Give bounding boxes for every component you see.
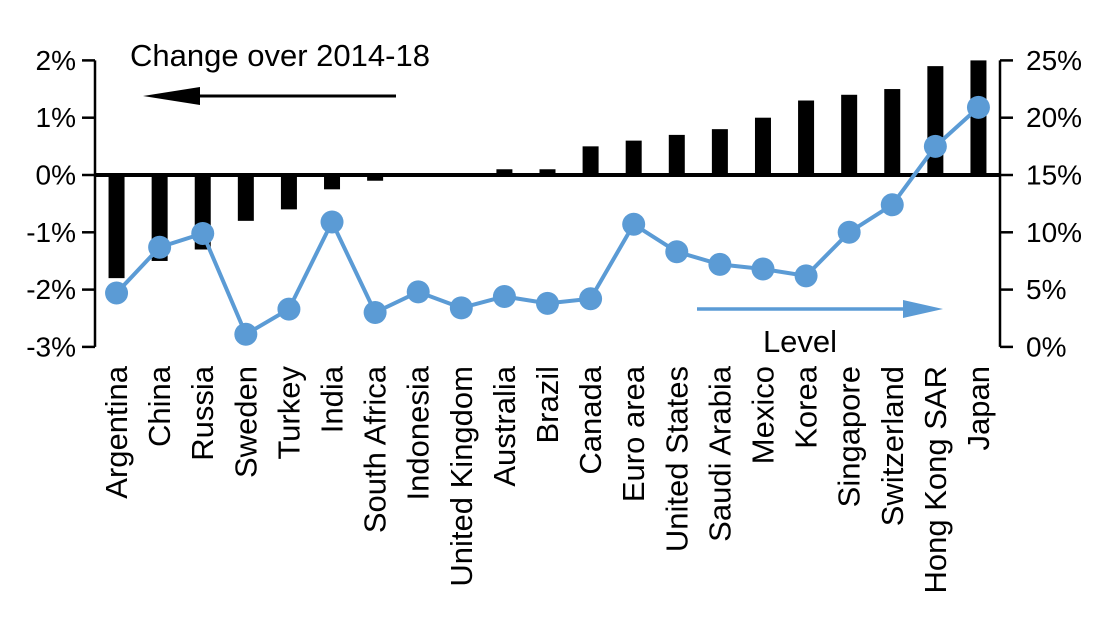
- level-marker: [449, 296, 473, 320]
- right-axis-tick-label: 15%: [1026, 160, 1082, 191]
- left-axis-tick-label: 2%: [36, 45, 76, 76]
- category-label: Hong Kong SAR: [918, 366, 953, 593]
- level-marker: [751, 257, 775, 281]
- bar: [280, 175, 297, 210]
- bar: [841, 94, 858, 175]
- bar: [754, 117, 771, 175]
- level-marker: [148, 235, 172, 259]
- bar: [324, 175, 341, 190]
- level-marker: [579, 287, 603, 311]
- bar: [237, 175, 254, 221]
- bar-series: [108, 60, 987, 279]
- left-axis-tick-label: 0%: [36, 160, 76, 191]
- level-marker: [492, 284, 516, 308]
- left-axis-tick-label: -2%: [26, 274, 76, 305]
- annotation-change-label: Change over 2014-18: [130, 38, 430, 73]
- bar: [668, 134, 685, 175]
- category-label: United Kingdom: [444, 366, 479, 587]
- category-label: Argentina: [99, 365, 134, 498]
- category-label: Brazil: [530, 366, 565, 444]
- right-axis-tick-label: 0%: [1026, 331, 1066, 362]
- right-axis-tick-label: 25%: [1026, 45, 1082, 76]
- level-marker: [665, 240, 689, 264]
- bar: [711, 129, 728, 175]
- bar: [582, 146, 599, 175]
- category-label: China: [142, 365, 177, 447]
- level-marker: [105, 281, 129, 305]
- bar: [367, 175, 384, 181]
- category-label: Korea: [789, 365, 824, 448]
- bar: [625, 140, 642, 175]
- line-series: [105, 95, 990, 346]
- right-axis-tick-label: 5%: [1026, 274, 1066, 305]
- level-marker: [363, 301, 387, 325]
- level-marker: [880, 193, 904, 217]
- bar: [884, 89, 901, 175]
- left-axis-tick-label: -3%: [26, 331, 76, 362]
- level-marker: [277, 297, 301, 321]
- level-marker: [794, 264, 818, 288]
- level-marker: [923, 134, 947, 158]
- category-label: Australia: [487, 365, 522, 486]
- right-axis-tick-label: 20%: [1026, 102, 1082, 133]
- left-arrow-icon: [143, 87, 396, 105]
- labels-layer: 2% 1% 0% -1% -2% -3% 25% 20% 15% 10% 5% 0% Argentina…: [26, 45, 1082, 594]
- bar: [927, 66, 944, 175]
- category-label: Japan: [961, 366, 996, 450]
- level-marker: [234, 322, 258, 346]
- annotation-level-label: Level: [763, 324, 837, 359]
- level-marker: [837, 220, 861, 244]
- category-label: Saudi Arabia: [702, 365, 737, 542]
- bar: [496, 169, 513, 175]
- level-marker: [191, 221, 215, 245]
- category-label: Switzerland: [875, 366, 910, 526]
- bar: [539, 169, 556, 175]
- category-label: Euro area: [616, 365, 651, 502]
- category-label: Russia: [185, 365, 220, 461]
- level-marker: [622, 212, 646, 236]
- bar: [108, 175, 125, 279]
- category-label: Indonesia: [401, 365, 436, 500]
- category-label: Mexico: [745, 366, 780, 464]
- right-arrow-icon: [697, 300, 943, 318]
- left-axis-tick-label: -1%: [26, 217, 76, 248]
- level-marker: [320, 210, 344, 234]
- right-axis-tick-label: 10%: [1026, 217, 1082, 248]
- bar: [798, 100, 815, 175]
- level-marker: [966, 95, 990, 119]
- level-marker: [406, 280, 430, 304]
- left-axis-tick-label: 1%: [36, 102, 76, 133]
- level-marker: [708, 252, 732, 276]
- category-label: India: [315, 365, 350, 433]
- level-marker: [536, 291, 559, 315]
- category-label: United States: [659, 366, 694, 552]
- category-label: Singapore: [832, 366, 867, 507]
- category-label: South Africa: [358, 365, 393, 533]
- category-label: Sweden: [228, 366, 263, 478]
- category-label: Canada: [573, 365, 608, 474]
- category-label: Turkey: [271, 366, 306, 460]
